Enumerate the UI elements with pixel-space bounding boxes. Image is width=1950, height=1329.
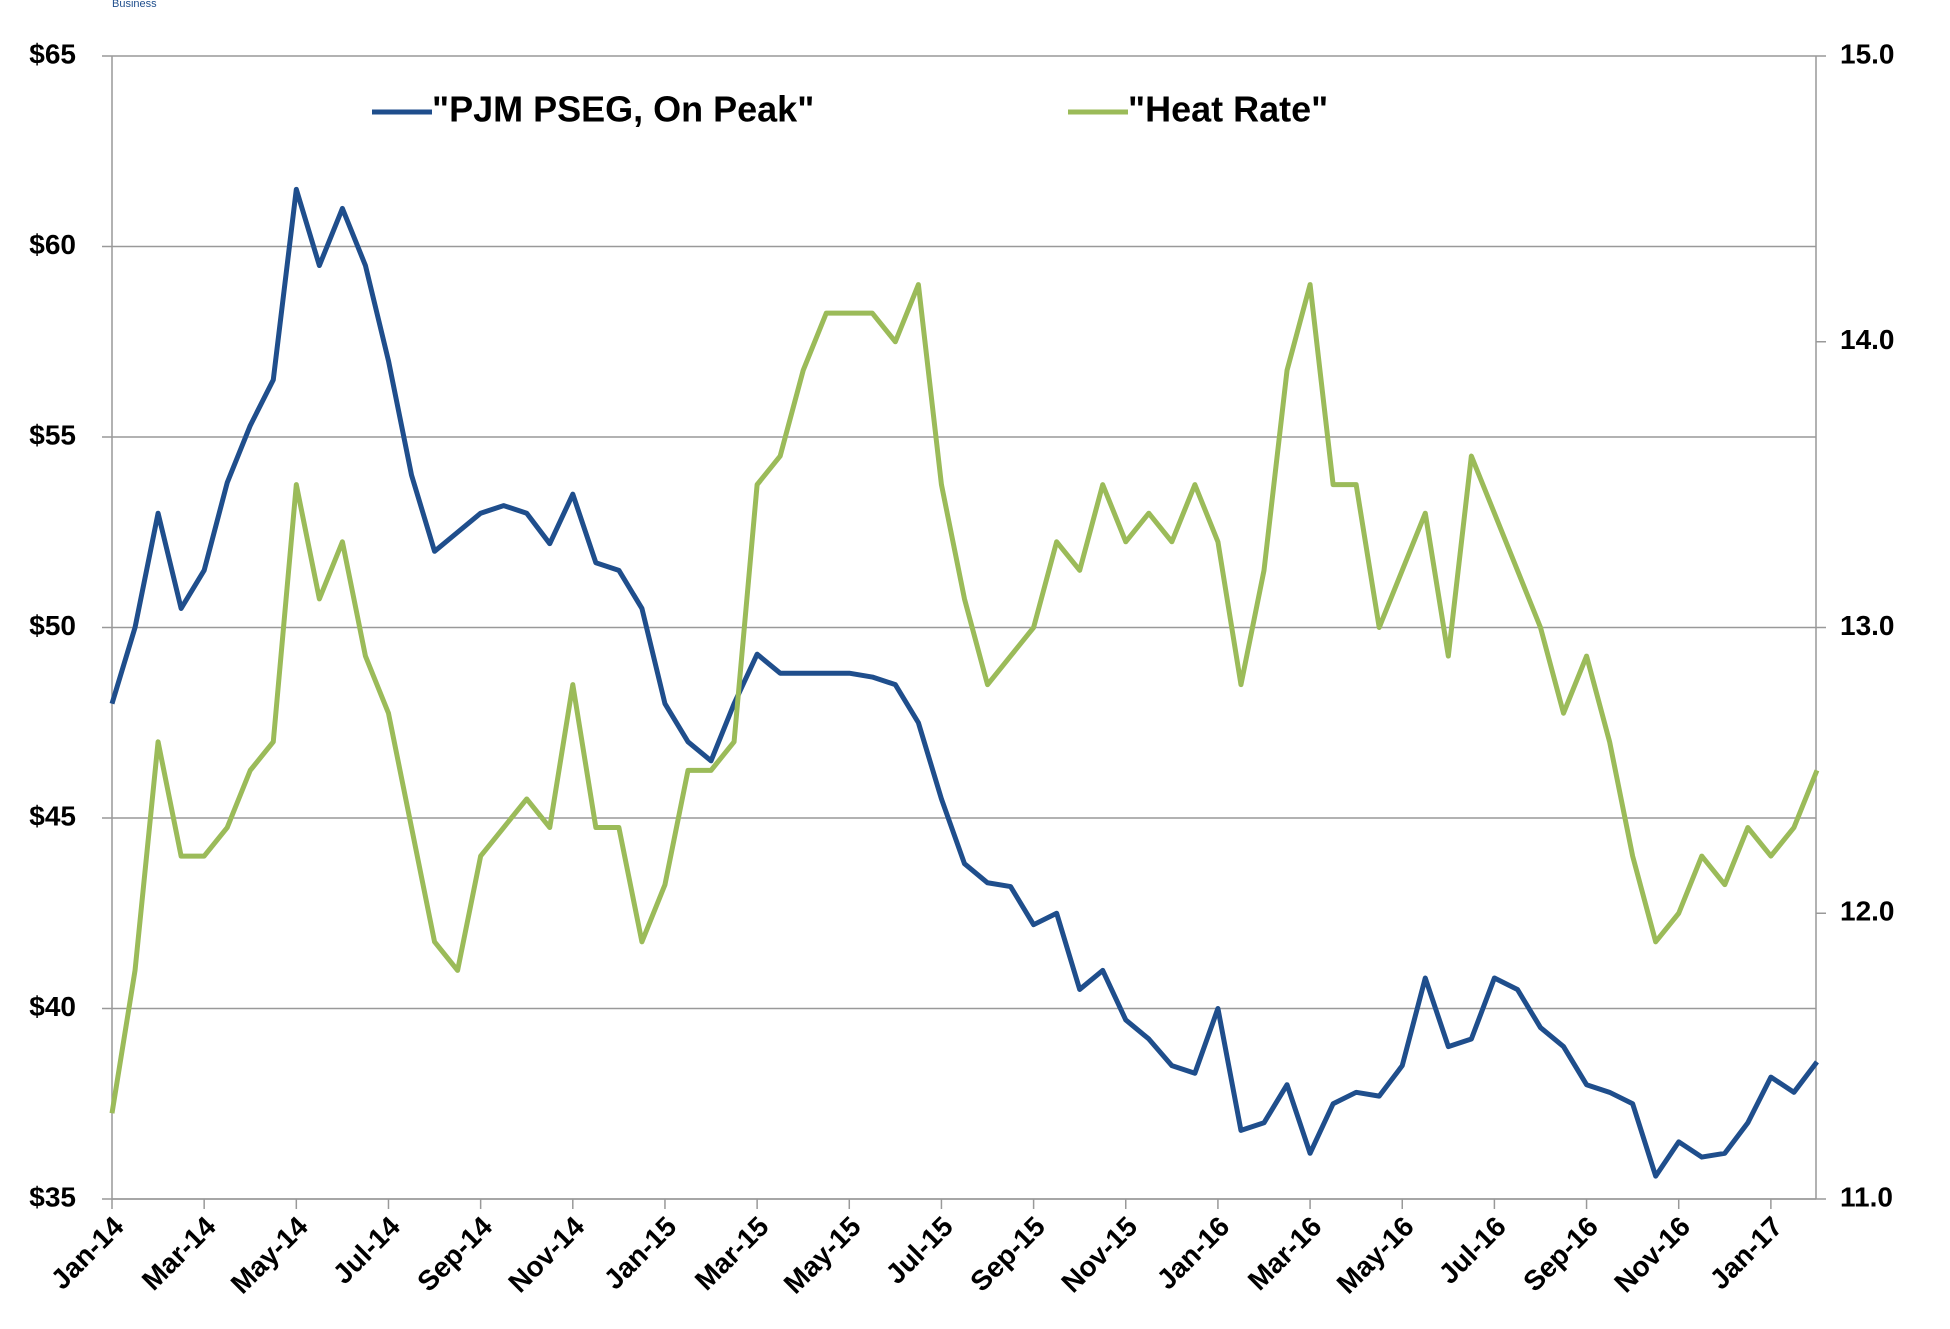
x-tick-label: Mar-15 [689, 1211, 775, 1297]
x-tick-label: Jul-15 [880, 1211, 959, 1290]
series-line [109, 282, 1820, 1114]
x-tick-label: May-16 [1331, 1211, 1420, 1300]
x-tick-label: Sep-15 [964, 1211, 1051, 1298]
y2-tick-label: 15.0 [1840, 38, 1895, 69]
y2-tick-label: 14.0 [1840, 324, 1895, 355]
logo-text: Business [112, 0, 157, 10]
y-tick-label: $40 [29, 991, 76, 1022]
x-tick-label: May-15 [778, 1211, 867, 1300]
legend-label: "Heat Rate" [1128, 89, 1328, 130]
y-tick-label: $60 [29, 229, 76, 260]
legend-label: "PJM PSEG, On Peak" [432, 89, 814, 130]
y2-tick-label: 12.0 [1840, 896, 1895, 927]
y2-tick-label: 13.0 [1840, 610, 1895, 641]
x-tick-label: Jan-16 [1151, 1211, 1236, 1296]
x-tick-label: Nov-16 [1608, 1211, 1696, 1299]
x-tick-label: Jan-14 [45, 1210, 130, 1295]
x-tick-label: Nov-15 [1055, 1211, 1143, 1299]
y-tick-label: $35 [29, 1181, 76, 1212]
x-tick-label: Nov-14 [502, 1210, 590, 1298]
x-tick-label: Jul-16 [1433, 1211, 1512, 1290]
x-tick-label: Mar-16 [1242, 1211, 1328, 1297]
x-tick-label: Jan-15 [598, 1211, 683, 1296]
y-tick-label: $55 [29, 419, 76, 450]
y-tick-label: $45 [29, 800, 76, 831]
y-tick-label: $65 [29, 38, 76, 69]
y2-tick-label: 11.0 [1840, 1181, 1893, 1212]
x-tick-label: Mar-14 [136, 1210, 222, 1296]
x-tick-label: May-14 [225, 1210, 314, 1299]
series-line [109, 186, 1819, 1179]
y-tick-label: $50 [29, 610, 76, 641]
x-tick-label: Sep-14 [411, 1210, 498, 1297]
x-tick-label: Jul-14 [327, 1210, 406, 1289]
x-tick-label: Jan-17 [1704, 1211, 1789, 1296]
x-tick-label: Sep-16 [1517, 1211, 1604, 1298]
